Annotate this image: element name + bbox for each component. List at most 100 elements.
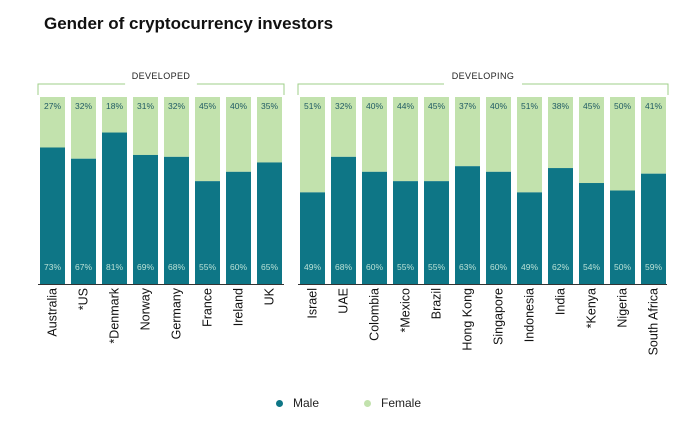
bar-female-mexico bbox=[393, 97, 418, 182]
data-label-male-us: 67% bbox=[75, 262, 92, 272]
data-label-female-indonesia: 51% bbox=[521, 101, 538, 111]
bar-female-norway bbox=[133, 97, 158, 155]
category-label-germany: Germany bbox=[170, 287, 184, 339]
data-label-male-hong-kong: 63% bbox=[459, 262, 476, 272]
data-label-female-germany: 32% bbox=[168, 101, 185, 111]
bar-male-colombia bbox=[362, 171, 387, 284]
bar-female-kenya bbox=[579, 97, 604, 184]
bar-female-nigeria bbox=[610, 97, 635, 191]
bar-male-hong-kong bbox=[455, 166, 480, 284]
data-label-female-uk: 35% bbox=[261, 101, 278, 111]
data-label-male-norway: 69% bbox=[137, 262, 154, 272]
group-bracket-developed bbox=[37, 83, 285, 95]
data-label-male-australia: 73% bbox=[44, 262, 61, 272]
data-label-male-indonesia: 49% bbox=[521, 262, 538, 272]
bar-female-brazil bbox=[424, 97, 449, 182]
bar-female-hong-kong bbox=[455, 97, 480, 167]
data-label-male-south-africa: 59% bbox=[645, 262, 662, 272]
data-label-female-ireland: 40% bbox=[230, 101, 247, 111]
category-label-australia: Australia bbox=[46, 288, 60, 337]
data-label-male-israel: 49% bbox=[304, 262, 321, 272]
bar-male-brazil bbox=[424, 181, 449, 284]
category-label-colombia: Colombia bbox=[368, 288, 382, 341]
bar-male-denmark bbox=[102, 132, 127, 284]
bar-female-colombia bbox=[362, 97, 387, 172]
data-label-female-nigeria: 50% bbox=[614, 101, 631, 111]
bar-male-france bbox=[195, 181, 220, 284]
category-label-us: *US bbox=[77, 288, 91, 310]
bar-male-nigeria bbox=[610, 190, 635, 284]
legend-item-female: Female bbox=[364, 396, 421, 410]
bar-female-australia bbox=[40, 97, 65, 148]
category-label-hong-kong: Hong Kong bbox=[461, 288, 475, 351]
bar-female-germany bbox=[164, 97, 189, 157]
data-label-male-nigeria: 50% bbox=[614, 262, 631, 272]
data-label-female-hong-kong: 37% bbox=[459, 101, 476, 111]
data-label-female-india: 38% bbox=[552, 101, 569, 111]
category-label-norway: Norway bbox=[139, 287, 153, 330]
category-label-uae: UAE bbox=[337, 288, 351, 314]
bar-male-norway bbox=[133, 154, 158, 284]
bar-female-uae bbox=[331, 97, 356, 157]
bar-male-uae bbox=[331, 156, 356, 284]
bar-female-france bbox=[195, 97, 220, 182]
data-label-male-denmark: 81% bbox=[106, 262, 123, 272]
data-label-female-israel: 51% bbox=[304, 101, 321, 111]
legend-label-male: Male bbox=[293, 396, 320, 410]
legend-label-female: Female bbox=[381, 396, 422, 410]
data-label-female-france: 45% bbox=[199, 101, 216, 111]
chart-title: Gender of cryptocurrency investors bbox=[44, 14, 334, 33]
data-label-male-singapore: 60% bbox=[490, 262, 507, 272]
bar-female-indonesia bbox=[517, 97, 542, 193]
data-label-male-france: 55% bbox=[199, 262, 216, 272]
bar-male-germany bbox=[164, 156, 189, 284]
data-label-male-ireland: 60% bbox=[230, 262, 247, 272]
bar-female-india bbox=[548, 97, 573, 169]
bar-male-india bbox=[548, 168, 573, 284]
bar-male-south-africa bbox=[641, 173, 666, 284]
bar-female-denmark bbox=[102, 97, 127, 133]
data-label-female-australia: 27% bbox=[44, 101, 61, 111]
data-label-female-norway: 31% bbox=[137, 101, 154, 111]
bar-male-kenya bbox=[579, 183, 604, 284]
bar-male-singapore bbox=[486, 171, 511, 284]
data-label-male-uk: 65% bbox=[261, 262, 278, 272]
data-label-female-mexico: 44% bbox=[397, 101, 414, 111]
data-label-female-south-africa: 41% bbox=[645, 101, 662, 111]
legend-swatch-female bbox=[364, 399, 371, 407]
category-label-ireland: Ireland bbox=[232, 288, 246, 326]
bar-male-israel bbox=[300, 192, 325, 284]
data-label-female-colombia: 40% bbox=[366, 101, 383, 111]
category-label-brazil: Brazil bbox=[430, 288, 444, 319]
legend-swatch-male bbox=[276, 399, 283, 407]
bar-female-ireland bbox=[226, 97, 251, 172]
group-label-developing: DEVELOPING bbox=[452, 71, 515, 81]
data-label-female-us: 32% bbox=[75, 101, 92, 111]
bar-female-us bbox=[71, 97, 96, 159]
category-label-uk: UK bbox=[263, 287, 277, 305]
category-label-france: France bbox=[201, 288, 215, 327]
category-label-nigeria: Nigeria bbox=[616, 288, 630, 328]
data-label-female-denmark: 18% bbox=[106, 101, 123, 111]
group-bracket-developing bbox=[297, 83, 669, 95]
category-label-mexico: *Mexico bbox=[399, 288, 413, 333]
data-label-female-uae: 32% bbox=[335, 101, 352, 111]
bar-male-us bbox=[71, 158, 96, 284]
bar-male-australia bbox=[40, 147, 65, 284]
group-label-developed: DEVELOPED bbox=[132, 71, 191, 81]
category-label-south-africa: South Africa bbox=[647, 288, 661, 355]
bar-female-israel bbox=[300, 97, 325, 193]
category-label-denmark: *Denmark bbox=[108, 287, 122, 343]
bar-male-uk bbox=[257, 162, 282, 284]
data-label-female-brazil: 45% bbox=[428, 101, 445, 111]
data-label-female-singapore: 40% bbox=[490, 101, 507, 111]
bar-male-mexico bbox=[393, 181, 418, 284]
data-label-male-colombia: 60% bbox=[366, 262, 383, 272]
data-label-male-germany: 68% bbox=[168, 262, 185, 272]
bar-male-ireland bbox=[226, 171, 251, 284]
data-label-male-india: 62% bbox=[552, 262, 569, 272]
bar-female-singapore bbox=[486, 97, 511, 172]
data-label-male-brazil: 55% bbox=[428, 262, 445, 272]
category-label-kenya: *Kenya bbox=[585, 288, 599, 328]
